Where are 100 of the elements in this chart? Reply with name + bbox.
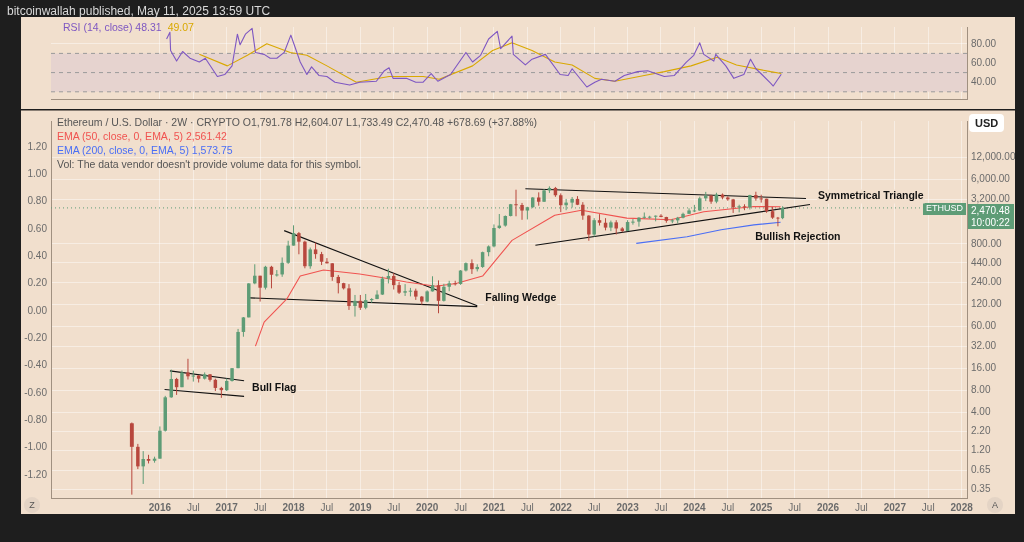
y-tick-label: 0.65 (971, 463, 991, 475)
x-tick-label: Jul (921, 501, 935, 513)
x-tick-label: Jul (387, 501, 401, 513)
annotation: Bullish Rejection (755, 230, 841, 243)
x-tick-label: 2024 (683, 501, 706, 513)
x-tick-label: Jul (654, 501, 668, 513)
candlestick (308, 247, 312, 270)
y-tick-label: 4.00 (971, 406, 991, 418)
text: EMA (200, close, 0, EMA, 5) 1,573.75 (57, 144, 233, 156)
y-tick-label: 3,200.00 (971, 193, 1011, 205)
candlestick (592, 217, 596, 238)
x-tick-label: 2019 (349, 501, 372, 513)
x-tick-label: Jul (520, 501, 534, 513)
y-tick-label: 60.00 (971, 56, 997, 68)
candlestick (631, 218, 635, 226)
candlestick (141, 450, 145, 485)
x-tick-label: 2022 (549, 501, 573, 513)
y-tick-label: 60.00 (971, 319, 997, 331)
y-axis-title: USD (969, 114, 1005, 132)
candlestick (253, 263, 257, 285)
x-tick-label: 2028 (950, 501, 974, 513)
x-tick-label: 2025 (750, 501, 773, 513)
y2-tick-label: 0.60 (27, 222, 48, 234)
y2-tick-label: -0.40 (24, 359, 48, 371)
candlestick (258, 275, 262, 303)
x-tick-label: Jul (454, 501, 467, 513)
y2-tick-label: -1.00 (24, 441, 48, 453)
candlestick (136, 443, 140, 470)
y-tick-label: 16.00 (971, 361, 997, 373)
series-label: Symmetrical Triangle (817, 189, 924, 202)
y-tick-label: 120.00 (971, 297, 1003, 309)
y2-tick-label: 0.00 (27, 304, 48, 316)
series-label: Falling Wedge (485, 291, 557, 304)
candlestick (129, 422, 134, 496)
series-label: RSI (14, close) 48.31 (63, 21, 162, 33)
candlestick (186, 358, 190, 381)
x-tick-label: Jul (587, 501, 601, 513)
candlestick (291, 224, 296, 247)
candlestick (776, 216, 780, 227)
x-tick-label: Jul (788, 501, 802, 513)
annotation: Vol: The data vendor doesn't provide volume data for this symbol. (57, 157, 363, 171)
candlestick (286, 240, 290, 265)
y-tick-label: 8.00 (971, 383, 991, 395)
y2-tick-label: 0.40 (27, 249, 48, 261)
candlestick (470, 258, 474, 275)
candlestick (403, 283, 407, 297)
x-tick-label: 2017 (215, 501, 239, 513)
ref-line-label: ETHUSD (926, 203, 964, 214)
candlestick (559, 192, 563, 213)
y-tick-label: 440.00 (971, 256, 1003, 268)
x-tick-label: 2018 (282, 501, 306, 513)
text: EMA (50, close, 0, EMA, 5) 2,561.42 (57, 130, 227, 142)
candlestick (353, 294, 357, 318)
text: 2,470.48 (971, 204, 1011, 216)
x-tick-label: 2021 (482, 501, 506, 513)
x-tick-label: 2020 (416, 501, 439, 513)
y2-tick-label: 1.20 (27, 140, 48, 152)
y-tick-label: 240.00 (971, 275, 1003, 287)
y-tick-label: 800.00 (971, 237, 1003, 249)
candlestick (520, 202, 524, 221)
x-tick-label: Jul (320, 501, 334, 513)
y2-tick-label: 0.80 (27, 195, 48, 207)
y2-tick-label: -0.60 (24, 386, 48, 398)
candlestick (642, 211, 647, 220)
y2-tick-label: -0.80 (24, 413, 48, 425)
y2-tick-label: 1.00 (27, 168, 48, 180)
candlestick (280, 256, 284, 278)
y2-tick-label: 0.20 (27, 277, 48, 289)
y-tick-label: 0.35 (971, 483, 991, 495)
text: 49.07 (167, 21, 194, 33)
x-tick-label: Jul (721, 501, 735, 513)
y-tick-label: 80.00 (971, 37, 997, 49)
x-tick-label: Jul (186, 501, 200, 513)
x-tick-label: 2027 (883, 501, 907, 513)
candlestick (297, 231, 301, 255)
y2-tick-label: -0.20 (24, 331, 48, 343)
x-tick-label: Jul (855, 501, 868, 513)
y-tick-label: 1.20 (971, 444, 991, 456)
candlestick (754, 191, 758, 202)
y2-tick-label: -1.20 (24, 468, 48, 480)
x-tick-label: 2026 (816, 501, 840, 513)
y-tick-label: 32.00 (971, 339, 997, 351)
series-label: Bull Flag (252, 381, 297, 394)
candlestick (375, 289, 379, 300)
x-tick-label: 2016 (148, 501, 172, 513)
y-tick-label: 40.00 (971, 75, 997, 87)
text: Z (24, 497, 40, 513)
candlestick (347, 283, 351, 311)
y-tick-label: 12,000.00 (971, 151, 1016, 163)
text: A (987, 497, 1003, 513)
text: 10:00:22 (971, 216, 1011, 228)
candlestick (587, 214, 591, 242)
x-tick-label: 2023 (616, 501, 640, 513)
candlestick (492, 223, 496, 248)
y-tick-label: 6,000.00 (971, 173, 1011, 185)
chart-subtitle: Ethereum / U.S. Dollar · 2W · CRYPTO O1,791.78 H2,604.07 L1,733.49 C2,470.48 +678.69 (+37.88%) (57, 115, 537, 129)
candlestick (191, 370, 196, 383)
candlestick (514, 189, 518, 217)
x-tick-label: Jul (253, 501, 267, 513)
candlestick (637, 216, 641, 228)
